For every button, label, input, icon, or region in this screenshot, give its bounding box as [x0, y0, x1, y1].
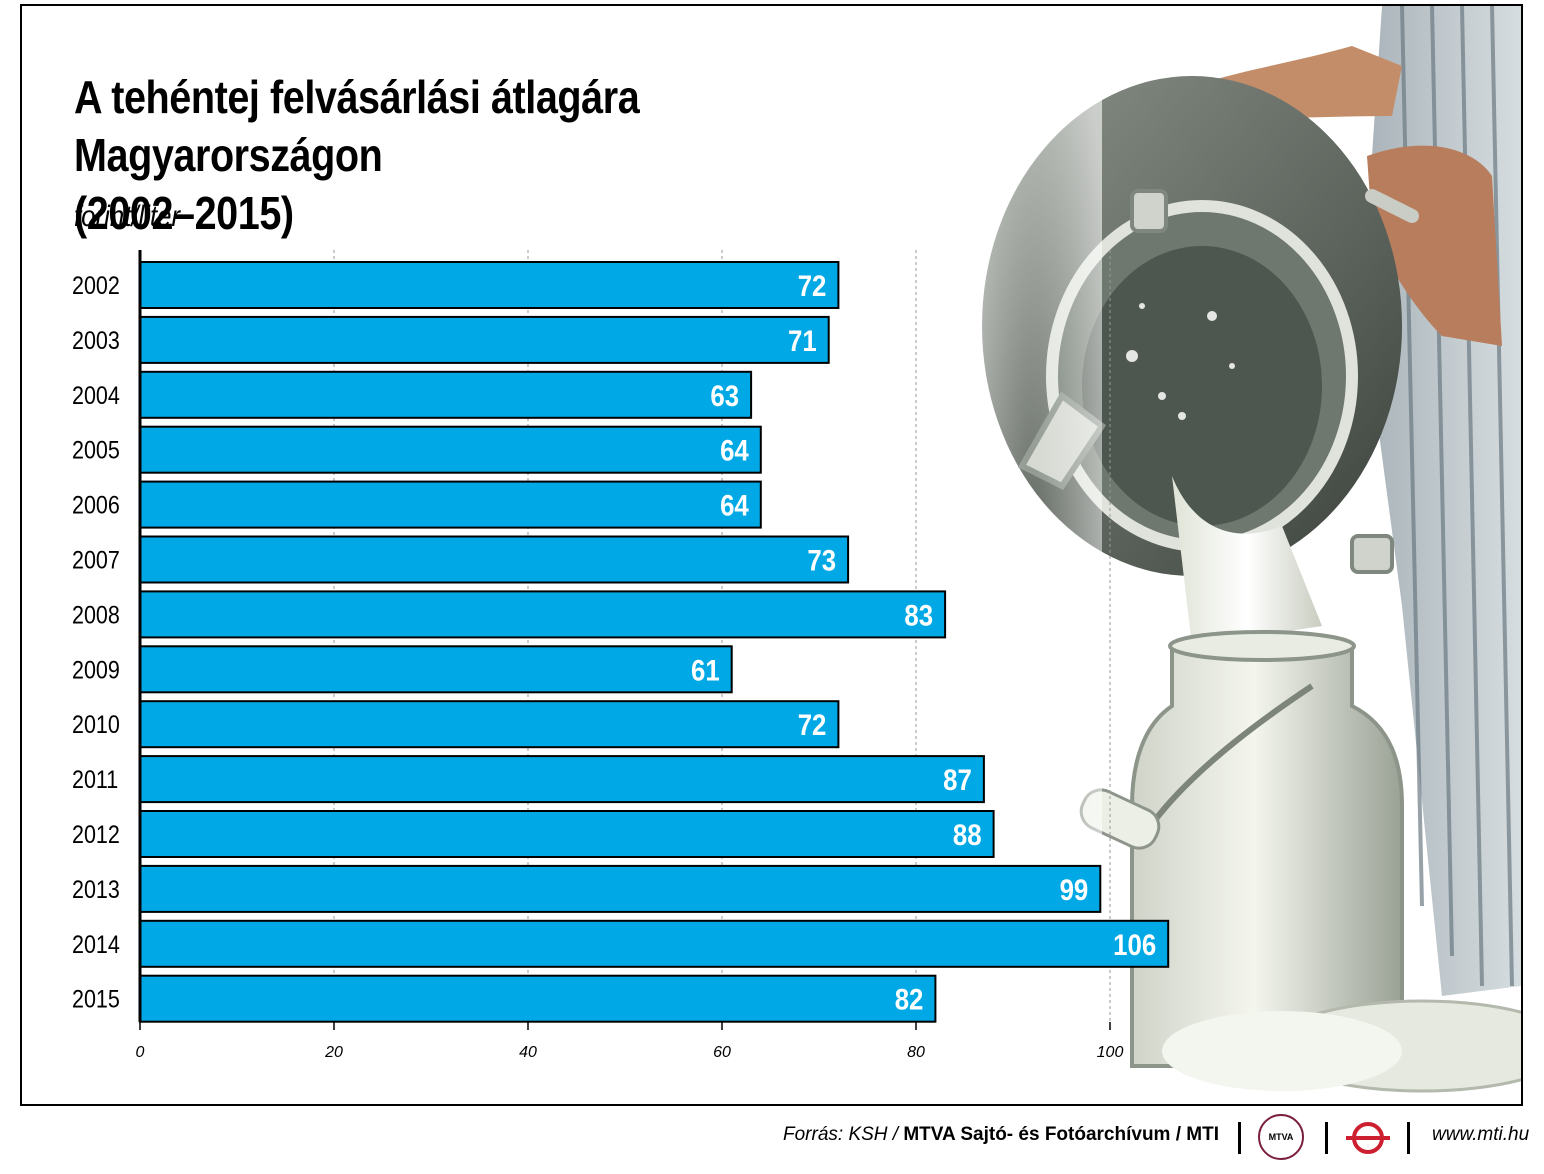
website-link[interactable]: www.mti.hu: [1432, 1124, 1530, 1145]
chart-title-line-1: A tehéntej felvásárlási átlagára Magyaro…: [74, 71, 640, 181]
footer: Forrás: KSH / MTVA Sajtó- és Fotóarchívu…: [0, 1106, 1544, 1174]
category-label: 2003: [72, 326, 120, 354]
data-label: 87: [943, 763, 972, 796]
category-label: 2007: [72, 546, 120, 574]
category-label: 2013: [72, 875, 120, 903]
source-prefix: Forrás: KSH /: [783, 1124, 904, 1145]
bar: [139, 261, 840, 309]
unit-label: forint/liter: [74, 200, 181, 233]
x-tick-label: 0: [136, 1044, 145, 1061]
mti-logo-icon: [1346, 1122, 1390, 1154]
source-credit: Forrás: KSH / MTVA Sajtó- és Fotóarchívu…: [783, 1124, 1219, 1146]
bar: [139, 425, 762, 474]
data-label: 71: [788, 324, 817, 357]
bar-chart: 72 2002 71 2003 63 2004 64 2005 64 2006 73 2007 83 20…: [72, 250, 1170, 1061]
bar: [139, 700, 840, 749]
data-label: 61: [691, 653, 720, 686]
x-tick-label: 20: [324, 1044, 343, 1061]
category-label: 2005: [72, 436, 120, 464]
bar: [139, 315, 830, 364]
category-label: 2010: [72, 711, 120, 739]
category-label: 2002: [72, 271, 120, 299]
category-label: 2011: [72, 766, 118, 794]
separator: [1238, 1122, 1241, 1154]
data-label: 72: [798, 269, 827, 302]
separator: [1407, 1122, 1410, 1154]
mtva-logo: MTVA: [1258, 1114, 1304, 1160]
data-label: 83: [904, 599, 933, 632]
category-label: 2006: [72, 491, 120, 519]
bar: [139, 974, 937, 1023]
chart-title-line-2: (2002–2015): [74, 187, 294, 239]
category-label: 2015: [72, 985, 120, 1013]
bar: [139, 755, 985, 804]
data-label: 73: [807, 544, 836, 577]
bar: [139, 535, 850, 584]
data-label: 82: [895, 983, 924, 1016]
data-label: 99: [1060, 873, 1089, 906]
data-label: 88: [953, 818, 982, 851]
bar: [139, 480, 762, 529]
data-label: 63: [710, 379, 739, 412]
source-main: MTVA Sajtó- és Fotóarchívum / MTI: [903, 1124, 1219, 1145]
chart-title: A tehéntej felvásárlási átlagára Magyaro…: [74, 68, 934, 242]
category-label: 2004: [72, 381, 120, 409]
x-tick-label: 80: [907, 1044, 925, 1061]
bar: [139, 370, 753, 419]
x-tick-label: 40: [519, 1044, 537, 1061]
bar: [139, 919, 1170, 968]
bar: [139, 645, 733, 694]
category-label: 2008: [72, 601, 120, 629]
x-tick-label: 100: [1097, 1044, 1124, 1061]
bar: [139, 864, 1102, 913]
bar: [139, 810, 995, 858]
data-label: 64: [720, 434, 749, 467]
data-label: 64: [720, 489, 749, 522]
x-tick-label: 60: [713, 1044, 731, 1061]
separator: [1325, 1122, 1328, 1154]
bar: [139, 590, 947, 639]
infographic-frame: A tehéntej felvásárlási átlagára Magyaro…: [20, 4, 1523, 1106]
category-label: 2014: [72, 930, 120, 958]
data-label: 106: [1113, 928, 1156, 961]
category-label: 2009: [72, 656, 120, 684]
category-label: 2012: [72, 820, 120, 848]
data-label: 72: [798, 708, 827, 741]
